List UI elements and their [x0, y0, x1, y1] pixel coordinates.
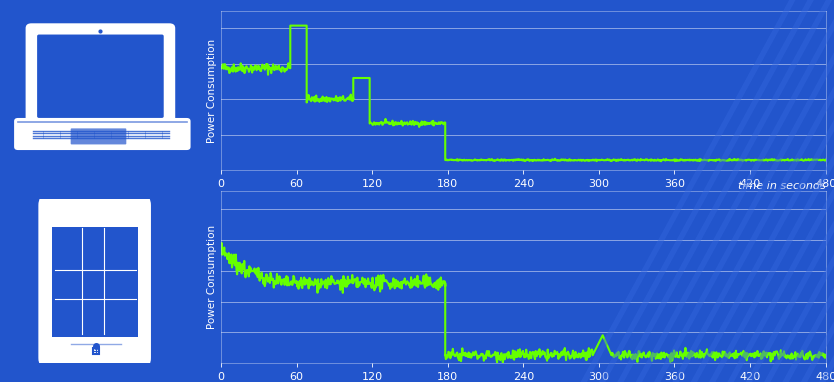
Text: time in seconds: time in seconds [738, 181, 826, 191]
Y-axis label: Power Consumption: Power Consumption [207, 39, 217, 143]
FancyBboxPatch shape [38, 195, 151, 368]
FancyBboxPatch shape [14, 118, 191, 150]
FancyBboxPatch shape [52, 227, 138, 337]
FancyBboxPatch shape [26, 23, 175, 129]
Y-axis label: Power Consumption: Power Consumption [207, 225, 217, 329]
FancyBboxPatch shape [37, 34, 163, 118]
FancyBboxPatch shape [71, 128, 126, 144]
